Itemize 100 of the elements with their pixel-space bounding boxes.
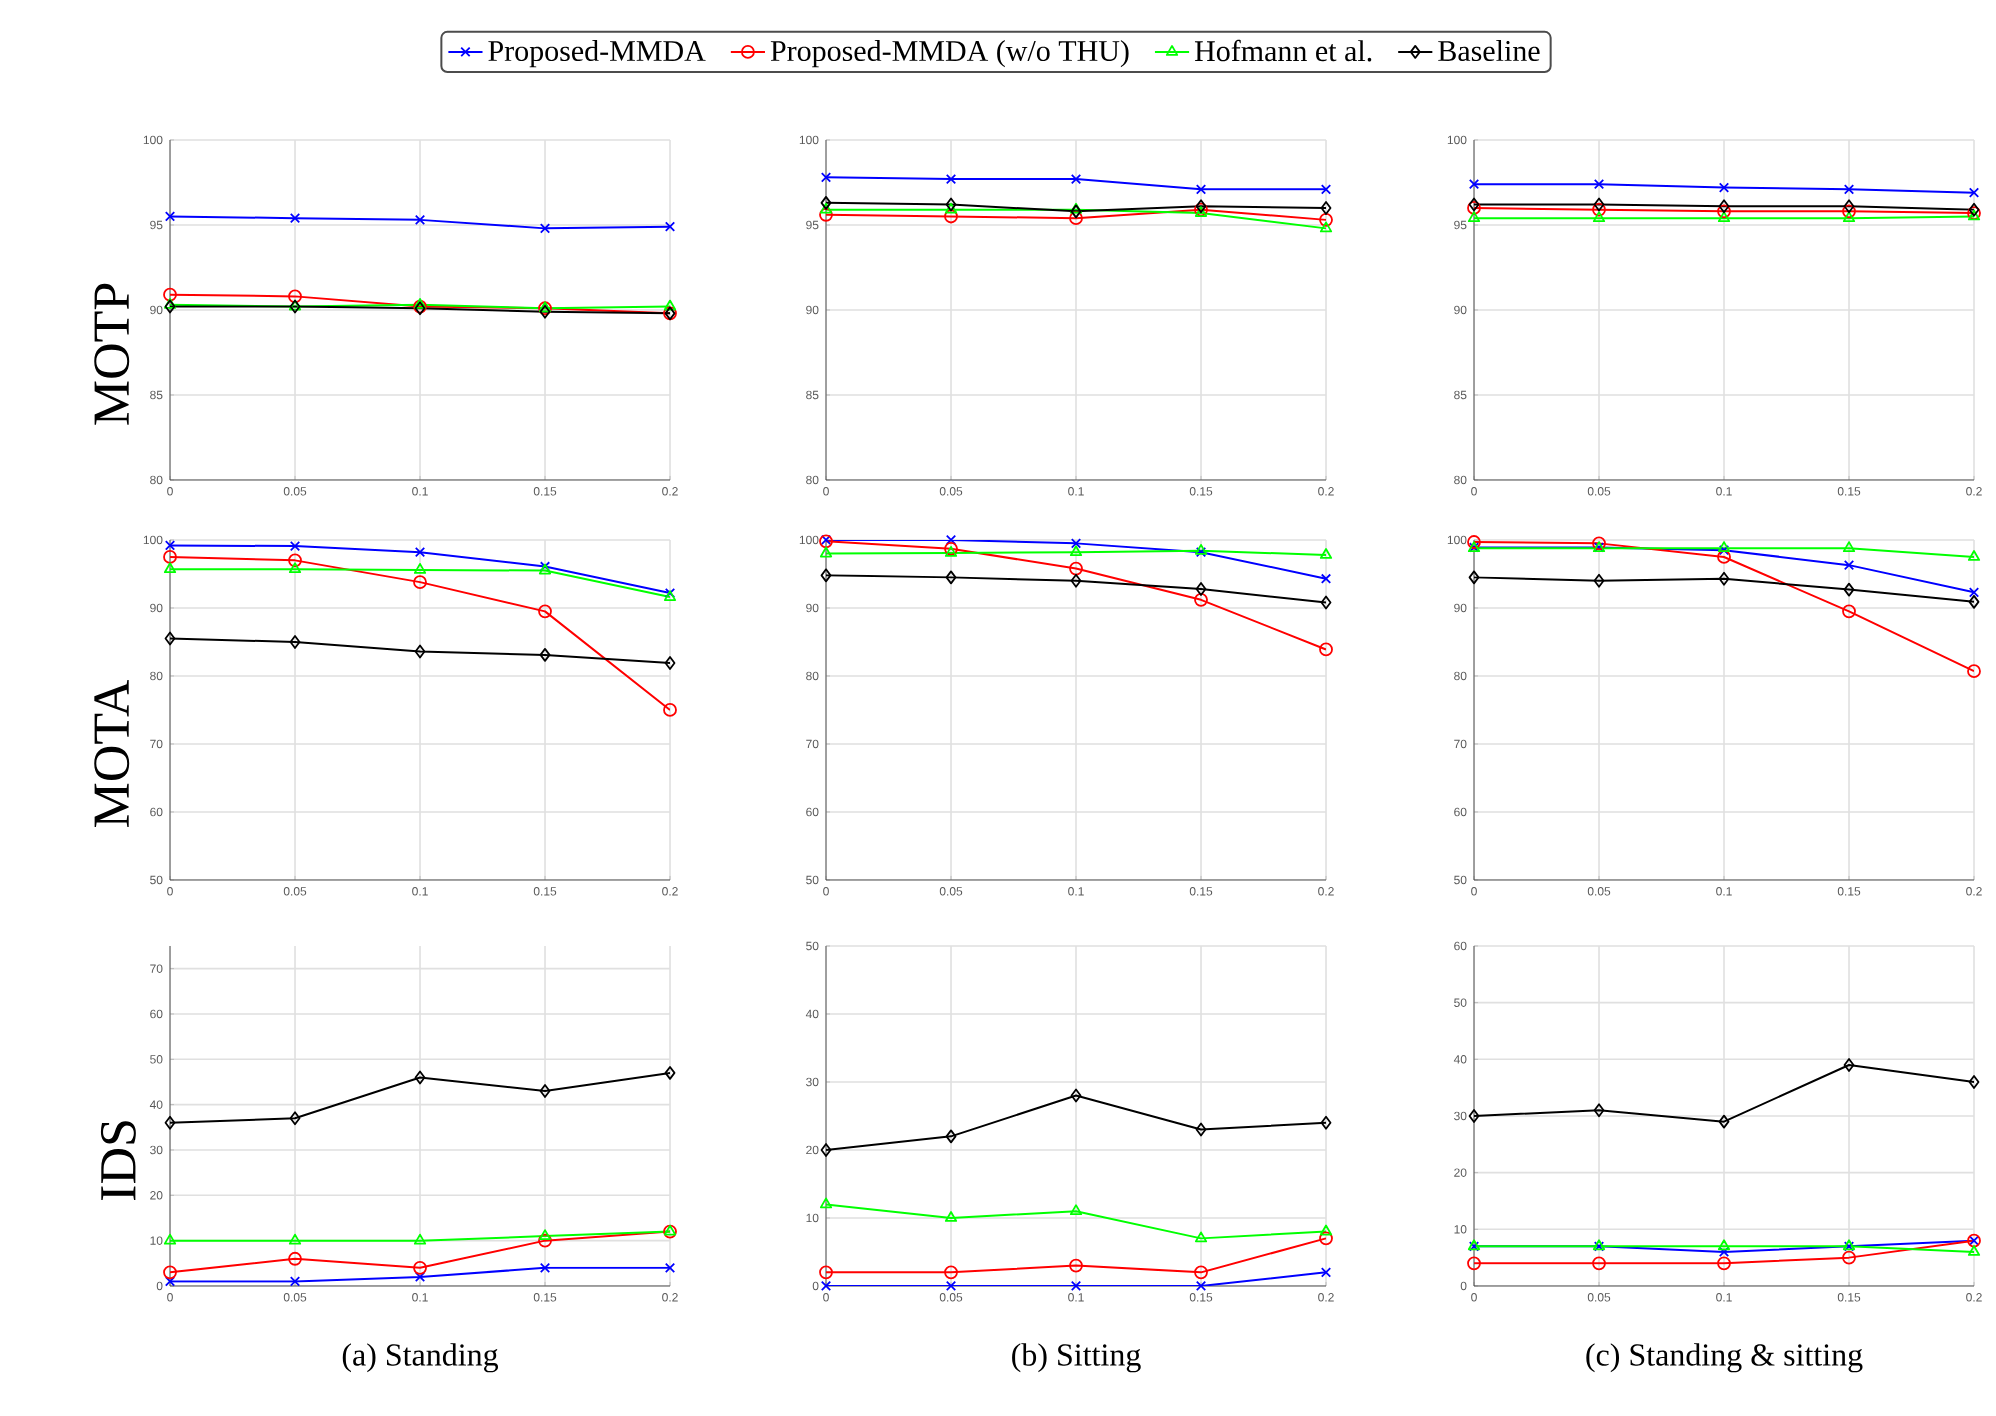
point (539, 1084, 551, 1098)
point (164, 299, 176, 314)
point (663, 299, 677, 311)
legend-label: Proposed-MMDA (488, 40, 706, 68)
point (1593, 179, 1605, 190)
point (1717, 204, 1731, 219)
point (288, 553, 302, 568)
point (1320, 1115, 1332, 1130)
point (1070, 173, 1082, 185)
point (1593, 197, 1605, 212)
point (1718, 1114, 1730, 1129)
legend-label: Hofmann et al. (1194, 39, 1372, 62)
point (1319, 1224, 1333, 1236)
point (1843, 199, 1855, 214)
point (1843, 559, 1855, 571)
point (1842, 211, 1856, 223)
point (820, 195, 832, 210)
point (289, 1111, 301, 1126)
point (413, 575, 427, 590)
point (1319, 212, 1333, 227)
point (819, 1265, 833, 1280)
point (164, 211, 176, 222)
point (289, 635, 301, 649)
point (1468, 179, 1480, 190)
point (1468, 1109, 1480, 1123)
point (1842, 204, 1856, 219)
point (1968, 1075, 1980, 1089)
point (539, 223, 551, 234)
point (944, 541, 958, 556)
point (1069, 1258, 1083, 1273)
point (664, 221, 676, 232)
point (1319, 548, 1333, 559)
point (1195, 582, 1207, 596)
point (288, 1233, 302, 1245)
point (1717, 1256, 1731, 1271)
point (1195, 1122, 1207, 1137)
x-axis-title: (a) Standing (342, 1343, 499, 1373)
point (1194, 1231, 1208, 1243)
point (413, 1233, 427, 1245)
point (820, 568, 832, 583)
legend-label: Proposed-MMDA (w/o THU) (770, 40, 1129, 68)
point (664, 656, 676, 670)
point (1069, 1204, 1083, 1216)
point (819, 1197, 833, 1209)
point (1717, 211, 1731, 223)
point (1593, 1103, 1605, 1118)
point (1842, 1250, 1856, 1265)
point (945, 1129, 957, 1144)
point (288, 289, 302, 304)
y-axis-title: IDS (100, 1121, 136, 1200)
point (1842, 604, 1856, 619)
point (945, 570, 957, 585)
point (1593, 573, 1605, 588)
point (1320, 595, 1332, 610)
point (163, 562, 177, 574)
point (1320, 1267, 1332, 1278)
x-axis-title: (c) Standing & sitting (1586, 1343, 1863, 1373)
point (1070, 538, 1082, 549)
point (1968, 594, 1980, 609)
point (1069, 561, 1083, 576)
point (1592, 202, 1606, 217)
point (1967, 664, 1981, 679)
point (1843, 582, 1855, 597)
point (163, 550, 177, 564)
point (1468, 570, 1480, 585)
point (1592, 1256, 1606, 1271)
point (664, 1262, 676, 1273)
point (1195, 1280, 1207, 1292)
point (664, 1066, 676, 1080)
point (1069, 545, 1083, 557)
point (1718, 199, 1730, 214)
point (538, 1229, 552, 1240)
point (1070, 204, 1082, 219)
point (819, 202, 833, 214)
point (288, 1251, 302, 1266)
point (413, 563, 427, 574)
point (1194, 1265, 1208, 1280)
point (414, 547, 426, 558)
y-axis-title: MOTP (94, 283, 130, 425)
point (1467, 211, 1481, 223)
point (1843, 1058, 1855, 1072)
point (164, 1115, 176, 1130)
point (163, 287, 177, 302)
point (163, 1265, 177, 1280)
point (820, 172, 832, 183)
point (945, 1280, 957, 1292)
point (944, 202, 958, 214)
point (1843, 184, 1855, 195)
point (819, 546, 833, 558)
point (945, 173, 957, 185)
point (538, 1233, 552, 1248)
x-axis-title: (b) Sitting (1012, 1343, 1141, 1373)
point (1320, 184, 1332, 195)
point (1717, 550, 1731, 564)
point (1718, 571, 1730, 586)
point (413, 297, 427, 309)
point (1968, 587, 1980, 598)
point (1320, 201, 1332, 215)
point (1069, 211, 1083, 226)
point (944, 209, 958, 224)
